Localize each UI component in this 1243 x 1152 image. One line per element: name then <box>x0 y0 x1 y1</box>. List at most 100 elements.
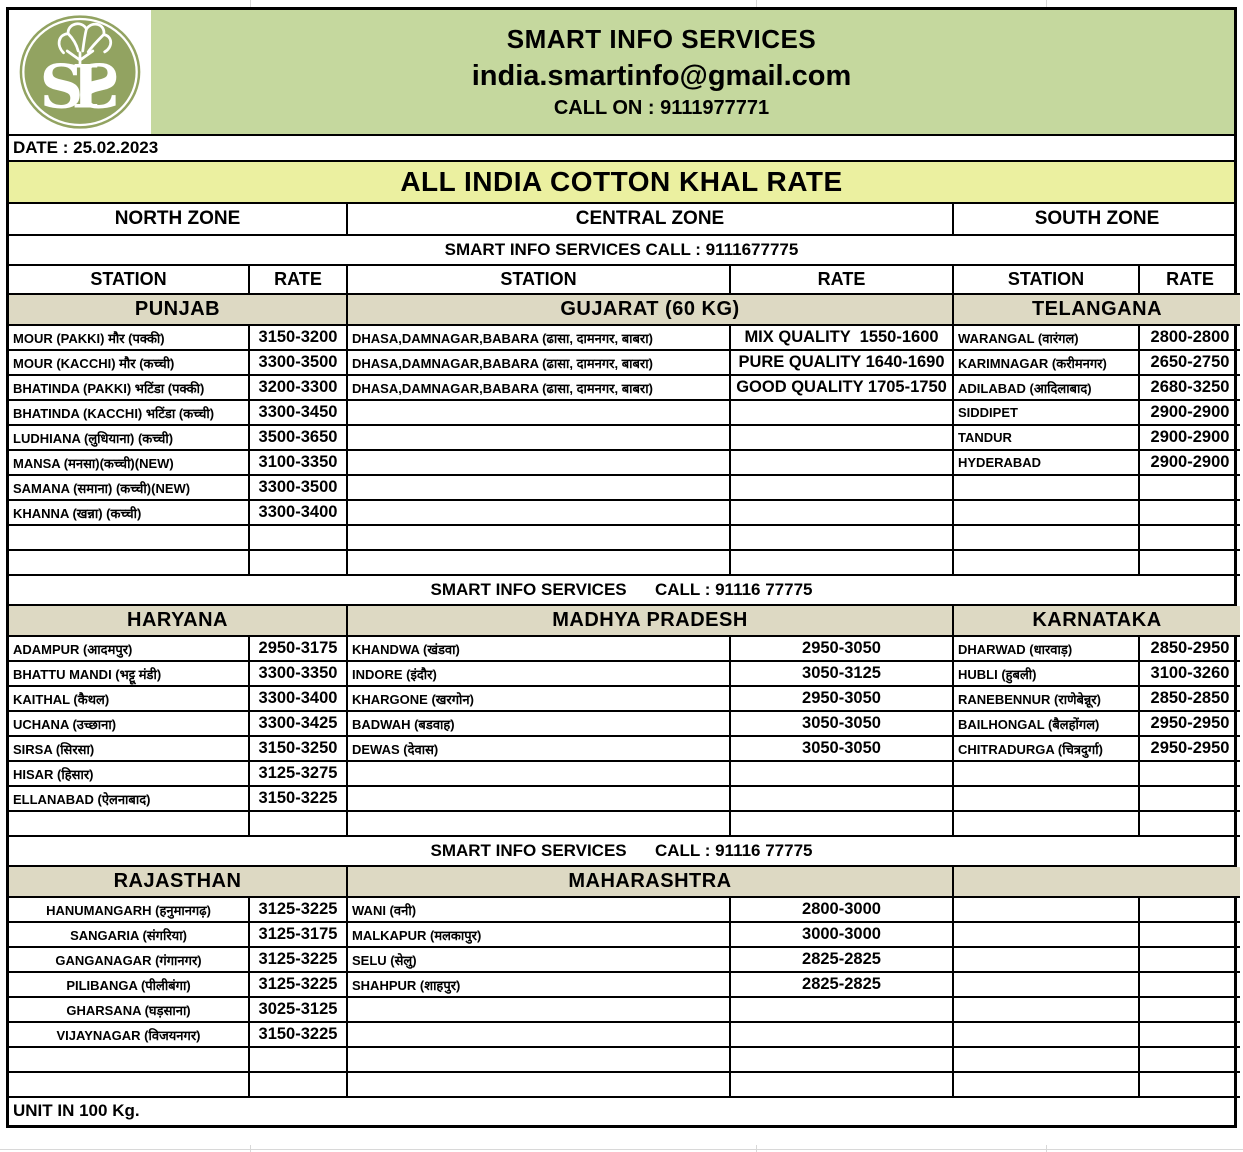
section-header: KARNATAKA <box>954 606 1240 637</box>
station-cell <box>348 401 731 426</box>
section-header: MAHARASHTRA <box>348 867 954 898</box>
rate-band-2: HARYANA MADHYA PRADESH KARNATAKA ADAMPUR (आ… <box>9 606 1240 837</box>
rate-cell <box>1140 1048 1240 1073</box>
station-cell: BADWAH (बडवाह) <box>348 712 731 737</box>
station-cell <box>9 551 250 576</box>
section-header: RAJASTHAN <box>9 867 348 898</box>
gridline-stub <box>0 1149 1243 1150</box>
rate-cell <box>1140 762 1240 787</box>
station-cell <box>348 426 731 451</box>
station-cell: SAMANA (समाना) (कच्ची)(NEW) <box>9 476 250 501</box>
station-cell <box>348 551 731 576</box>
station-cell: MANSA (मनसा)(कच्ची)(NEW) <box>9 451 250 476</box>
header-block: S I S SMART INFO SERVICES india.smartinf… <box>9 10 1234 136</box>
rate-cell: 3125-3225 <box>250 948 348 973</box>
column-header: RATE <box>1140 266 1240 295</box>
rate-cell: 3300-3450 <box>250 401 348 426</box>
rate-cell: 2800-2800 <box>1140 326 1240 351</box>
rate-cell: 3125-3175 <box>250 923 348 948</box>
station-cell <box>954 898 1140 923</box>
station-cell: DEWAS (देवास) <box>348 737 731 762</box>
rate-sheet: S I S SMART INFO SERVICES india.smartinf… <box>6 7 1240 1128</box>
station-cell: HISAR (हिसार) <box>9 762 250 787</box>
station-cell: PILIBANGA (पीलीबंगा) <box>9 973 250 998</box>
station-cell <box>954 923 1140 948</box>
column-header-row: STATION RATE STATION RATE STATION RATE <box>9 266 1240 295</box>
sis-logo-icon: S I S <box>19 15 141 129</box>
station-cell: DHASA,DAMNAGAR,BABARA (ढासा, दामनगर, बाब… <box>348 376 731 401</box>
rate-cell: 2825-2825 <box>731 973 954 998</box>
rate-cell: 2900-2900 <box>1140 426 1240 451</box>
rate-cell <box>1140 973 1240 998</box>
company-phone: CALL ON : 9111977771 <box>553 97 770 119</box>
rate-cell: 2800-3000 <box>731 898 954 923</box>
rate-cell: 3000-3000 <box>731 923 954 948</box>
rate-cell: PURE QUALITY 1640-1690 <box>731 351 954 376</box>
station-cell: KAITHAL (कैथल) <box>9 687 250 712</box>
rate-cell: 3125-3225 <box>250 898 348 923</box>
section-header: GUJARAT (60 KG) <box>348 295 954 326</box>
header-green-band: SMART INFO SERVICES india.smartinfo@gmai… <box>151 10 1234 134</box>
station-cell: BHATINDA (KACCHI) भटिंडा (कच्ची) <box>9 401 250 426</box>
rate-cell <box>250 526 348 551</box>
rate-cell: 3500-3650 <box>250 426 348 451</box>
rate-cell <box>250 1048 348 1073</box>
rate-cell <box>250 551 348 576</box>
rate-cell: 3025-3125 <box>250 998 348 1023</box>
rate-cell <box>1140 526 1240 551</box>
station-cell: SELU (सेलु) <box>348 948 731 973</box>
svg-text:S: S <box>40 52 84 123</box>
rate-cell <box>731 812 954 837</box>
station-cell: VIJAYNAGAR (विजयनगर) <box>9 1023 250 1048</box>
rate-cell: 3150-3225 <box>250 1023 348 1048</box>
rate-cell <box>731 526 954 551</box>
station-cell <box>348 812 731 837</box>
rate-cell: 3050-3050 <box>731 737 954 762</box>
rate-cell <box>731 476 954 501</box>
rate-cell: 2900-2900 <box>1140 451 1240 476</box>
column-header: RATE <box>731 266 954 295</box>
station-cell <box>9 1073 250 1098</box>
station-cell <box>348 526 731 551</box>
station-cell <box>348 1048 731 1073</box>
station-cell: RANEBENNUR (राणेबेन्नूर) <box>954 687 1140 712</box>
station-cell: SIRSA (सिरसा) <box>9 737 250 762</box>
station-cell <box>9 1048 250 1073</box>
rate-cell: 3300-3500 <box>250 476 348 501</box>
station-cell <box>954 551 1140 576</box>
rate-cell: 3150-3225 <box>250 787 348 812</box>
station-cell: SIDDIPET <box>954 401 1140 426</box>
station-cell <box>9 526 250 551</box>
station-cell <box>954 501 1140 526</box>
station-cell: LUDHIANA (लुधियाना) (कच्ची) <box>9 426 250 451</box>
rate-cell: 2950-3050 <box>731 687 954 712</box>
rate-cell <box>1140 948 1240 973</box>
station-cell: KHANDWA (खंडवा) <box>348 637 731 662</box>
station-cell: ADAMPUR (आदमपुर) <box>9 637 250 662</box>
gridline-stub <box>756 0 757 7</box>
call-line: SMART INFO SERVICES CALL : 91116 77775 <box>9 837 1234 867</box>
rate-cell <box>731 1048 954 1073</box>
station-cell: BHATINDA (PAKKI) भटिंडा (पक्की) <box>9 376 250 401</box>
svg-text:I: I <box>72 52 100 123</box>
station-cell <box>954 812 1140 837</box>
company-title: SMART INFO SERVICES <box>506 24 817 54</box>
station-cell: DHASA,DAMNAGAR,BABARA (ढासा, दामनगर, बाब… <box>348 326 731 351</box>
station-cell: MOUR (PAKKI) मौर (पक्की) <box>9 326 250 351</box>
station-cell: BAILHONGAL (बैलहोंगल) <box>954 712 1140 737</box>
station-cell: SHAHPUR (शाहपुर) <box>348 973 731 998</box>
rate-cell: 2850-2850 <box>1140 687 1240 712</box>
rate-cell <box>1140 551 1240 576</box>
rate-cell: 3300-3350 <box>250 662 348 687</box>
rate-cell <box>1140 898 1240 923</box>
station-cell: BHATTU MANDI (भट्टू मंडी) <box>9 662 250 687</box>
station-cell: KARIMNAGAR (करीमनगर) <box>954 351 1140 376</box>
gridline-stub <box>1046 0 1047 7</box>
section-header: PUNJAB <box>9 295 348 326</box>
company-email: india.smartinfo@gmail.com <box>471 60 852 92</box>
sheet-title-banner: ALL INDIA COTTON KHAL RATE <box>9 162 1234 204</box>
rate-cell <box>731 787 954 812</box>
rate-cell: 3150-3250 <box>250 737 348 762</box>
rate-cell: 3100-3350 <box>250 451 348 476</box>
rate-cell <box>731 1073 954 1098</box>
